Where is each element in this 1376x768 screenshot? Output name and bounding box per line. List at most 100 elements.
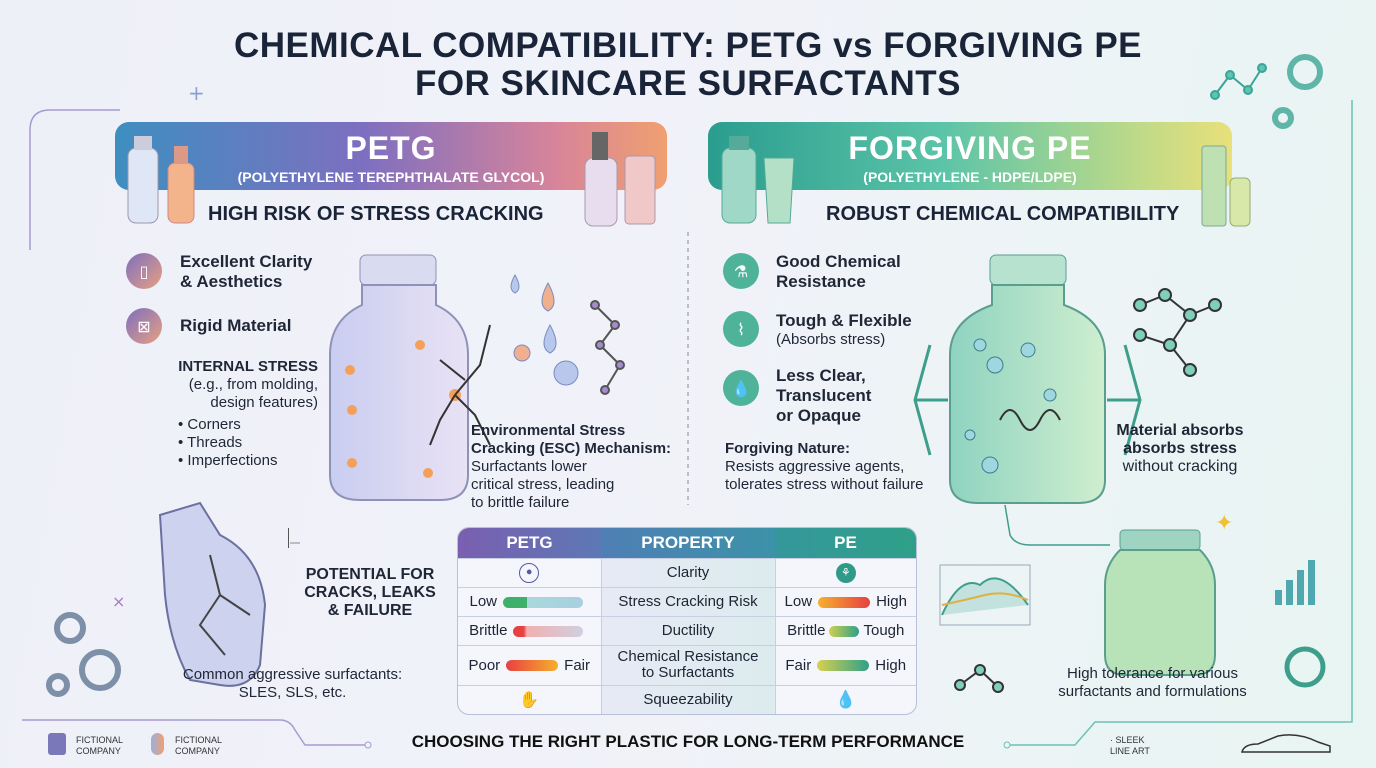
pe-title: FORGIVING PE [848,130,1092,166]
feature-label: Good Chemical [776,252,901,271]
flask-icon: ⚗ [723,253,759,289]
scale-label: High [876,593,907,610]
petg-cracked-bottle-illustration [329,254,625,501]
feature-label: or Opaque [776,406,862,425]
petg-ductility: Brittle [458,615,601,645]
scale-bar [818,596,871,608]
comparison-table: PETG PROPERTY PE ● Clarity ⚘ Low Stress … [457,527,917,715]
property-ductility: Ductility [600,615,775,645]
failure-line: POTENTIAL FOR [305,566,435,583]
car-icon [1241,734,1331,753]
footer-tagline: CHOOSING THE RIGHT PLASTIC FOR LONG-TERM… [411,732,965,751]
scale-bar [817,660,870,672]
company-logo-text: FICTIONAL COMPANY [175,735,223,756]
pe-ductility: Brittle Tough [774,615,916,645]
svg-text:×: × [112,592,125,611]
broken-bottle-illustration [158,501,300,687]
svg-text:+: + [188,81,205,105]
scale-label: Low [469,593,498,610]
tolerance-line: surfactants and formulations [1058,683,1247,700]
scale-bar [503,596,584,608]
pe-flexible-bottle-illustration [913,254,1222,504]
petg-stress-risk: Low [458,586,601,616]
forgiving-title: Forgiving Nature: [725,440,851,457]
feature-label: Resistance [776,272,866,291]
failure-warning: POTENTIAL FOR CRACKS, LEAKS & FAILURE [290,566,450,620]
petg-full-name: (POLYETHYLENE TEREPHTHALATE GLYCOL) [237,169,545,185]
property-stress-cracking: Stress Cracking Risk [600,586,775,616]
feature-label: Tough & Flexible [776,311,912,330]
scale-bar [513,625,584,637]
petg-feature-clarity: Excellent Clarity & Aesthetics [180,252,313,291]
scale-label: Fair [785,656,812,674]
droplet-icon: 💧 [723,370,759,406]
property-clarity: Clarity [600,557,775,587]
esc-body: critical stress, leading [471,476,615,493]
petg-headline: HIGH RISK OF STRESS CRACKING [208,203,544,225]
col-header-pe: PE [775,528,916,558]
pe-feature-clarity: Less Clear, Translucent or Opaque [776,366,871,426]
arrow-connector [288,528,298,548]
feature-label: Translucent [776,386,872,405]
scale-label: Brittle [469,622,508,639]
petg-banner: PETG (POLYETHYLENE TEREPHTHALATE GLYCOL) [115,122,667,190]
absorbs-line: absorbs stress [1123,440,1237,457]
pe-headline: ROBUST CHEMICAL COMPATIBILITY [826,203,1180,225]
stress-point: • Corners [178,416,241,433]
title-line-1: CHEMICAL COMPATIBILITY: PETG vs FORGIVIN… [233,26,1143,65]
tolerance-line: High tolerance for various [1067,665,1238,682]
scale-bar [506,660,559,672]
company-logo-icon [48,733,66,755]
esc-body: to brittle failure [471,494,570,511]
pe-bottles-illustration [721,136,1251,227]
company-logo-text: FICTIONAL COMPANY [76,735,124,756]
feature-label: (Absorbs stress) [776,331,886,348]
failure-line: & FAILURE [327,602,413,619]
forgiving-body: tolerates stress without failure [725,476,924,493]
table-header-row: PETG PROPERTY PE [458,528,916,558]
internal-stress-desc-1: (e.g., from molding, [188,376,318,393]
table-row: Low Stress Cracking Risk Low High [458,586,916,616]
table-row: Poor Fair Chemical Resistance to Surfacta… [458,644,916,685]
esc-body: Surfactants lower [471,458,587,475]
esc-title: Cracking (ESC) Mechanism: [471,440,672,457]
petg-chemical-resistance: Poor Fair [458,644,601,685]
internal-stress-title: INTERNAL STRESS [178,358,318,375]
scale-label: Poor [468,656,501,674]
forgiving-nature: Forgiving Nature: Resists aggressive age… [725,440,923,494]
pe-feature-chemical: Good Chemical Resistance [776,252,901,292]
property-squeezability: Squeezability [600,684,775,714]
surfactants-note: Common aggressive surfactants: SLES, SLS… [140,666,445,702]
esc-title: Environmental Stress [471,422,626,439]
svg-text:✦: ✦ [1215,511,1233,536]
petg-title: PETG [345,130,437,166]
stress-points-list: • Corners • Threads • Imperfections [178,416,277,470]
spring-icon: ⌇ [723,311,759,347]
droplet-icon: 💧 [774,684,916,714]
absorbs-line: without cracking [1122,458,1238,475]
petg-feature-rigid: Rigid Material [180,316,292,335]
scale-label: Fair [564,656,591,674]
forgiving-body: Resists aggressive agents, [725,458,905,475]
petg-bottles-illustration [127,132,656,227]
feature-label: Less Clear, [776,366,866,385]
internal-stress-desc-2: design features) [210,394,318,411]
scale-label: Low [784,593,813,610]
stress-point: • Imperfections [178,452,278,469]
scale-label: Brittle [787,622,826,639]
pe-full-name: (POLYETHYLENE - HDPE/LDPE) [863,169,1077,185]
property-chemical-resistance: Chemical Resistance to Surfactants [600,644,775,685]
rigid-frame-icon: ⊠ [126,308,162,344]
esc-mechanism: Environmental Stress Cracking (ESC) Mech… [471,422,671,512]
pe-stress-risk: Low High [774,586,916,616]
tolerance-note: High tolerance for various surfactants a… [1030,665,1275,701]
molecule-icon: ⚘ [774,557,916,587]
table-row: Brittle Ductility Brittle Tough [458,615,916,645]
stress-point: • Threads [178,434,243,451]
internal-stress-block: INTERNAL STRESS (e.g., from molding, des… [148,358,318,412]
pe-tolerance-illustration: ✦ [939,505,1326,693]
pe-banner: FORGIVING PE (POLYETHYLENE - HDPE/LDPE) [708,122,1232,190]
title-line-2: FOR SKINCARE SURFACTANTS [414,64,962,103]
col-header-petg: PETG [458,528,601,558]
scale-label: Tough [863,622,905,639]
